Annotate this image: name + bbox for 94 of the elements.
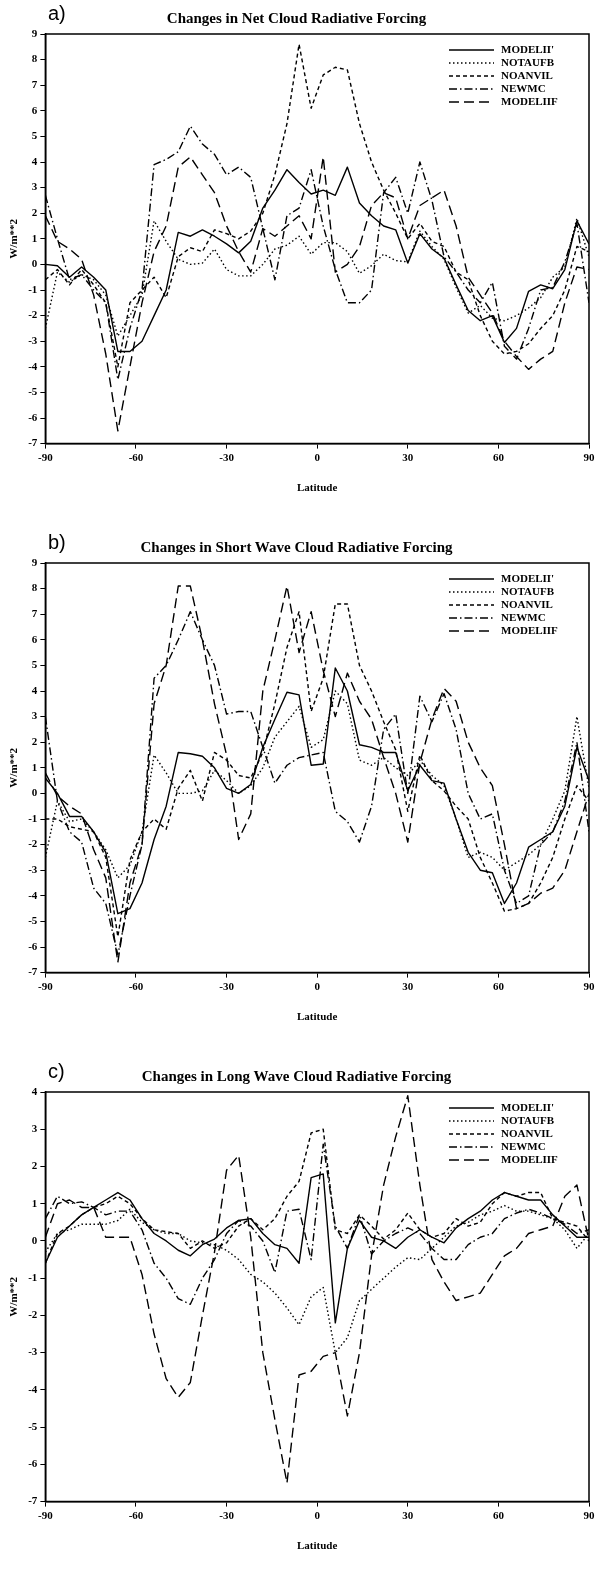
y-tick-label: -6 bbox=[28, 410, 38, 423]
x-tick-label: -60 bbox=[128, 1509, 144, 1522]
y-tick-label: -4 bbox=[28, 1382, 38, 1395]
x-tick-label: -60 bbox=[128, 451, 144, 464]
y-tick-label: -5 bbox=[28, 914, 38, 927]
legend-label: NOTAUFB bbox=[501, 584, 555, 597]
y-tick-label: -5 bbox=[28, 385, 38, 398]
legend-label: NOTAUFB bbox=[501, 55, 555, 68]
y-tick-label: -3 bbox=[28, 1345, 38, 1358]
legend-label: MODELII' bbox=[501, 571, 555, 584]
y-tick-label: 8 bbox=[31, 52, 38, 65]
legend-label: NEWMC bbox=[501, 610, 546, 623]
x-tick-label: 60 bbox=[492, 1509, 505, 1522]
x-tick-label: 60 bbox=[492, 451, 505, 464]
y-tick-label: 8 bbox=[31, 581, 38, 594]
y-tick-label: 5 bbox=[31, 129, 38, 142]
y-tick-label: 1 bbox=[31, 231, 38, 244]
legend-label: NOANVIL bbox=[501, 1126, 553, 1139]
y-tick-label: -5 bbox=[28, 1419, 38, 1432]
legend-label: MODELIIF bbox=[501, 94, 559, 107]
x-tick-label: -90 bbox=[38, 980, 54, 993]
x-tick-label: -60 bbox=[128, 980, 144, 993]
y-tick-label: -6 bbox=[28, 939, 38, 952]
y-tick-label: 0 bbox=[31, 786, 38, 799]
y-tick-label: -7 bbox=[28, 1494, 38, 1507]
y-tick-label: 1 bbox=[31, 1196, 38, 1209]
y-tick-label: 1 bbox=[31, 760, 38, 773]
legend-label: NOANVIL bbox=[501, 68, 553, 81]
y-tick-label: 7 bbox=[31, 607, 38, 620]
y-tick-label: -4 bbox=[28, 359, 38, 372]
y-tick-label: 9 bbox=[31, 555, 38, 568]
legend-label: MODELII' bbox=[501, 42, 555, 55]
y-tick-label: 0 bbox=[31, 1233, 38, 1246]
y-tick-label: 2 bbox=[31, 206, 38, 219]
legend-label: NEWMC bbox=[501, 1139, 546, 1152]
x-tick-label: -90 bbox=[38, 451, 54, 464]
x-tick-label: 90 bbox=[583, 451, 595, 464]
legend-label: NOANVIL bbox=[501, 597, 553, 610]
x-tick-label: 60 bbox=[492, 980, 505, 993]
x-axis-title: Latitude bbox=[297, 1539, 338, 1552]
x-tick-label: 30 bbox=[402, 451, 414, 464]
y-tick-label: -7 bbox=[28, 436, 38, 449]
x-axis-title: Latitude bbox=[297, 481, 338, 494]
legend-label: MODELIIF bbox=[501, 1152, 559, 1165]
y-axis-title: W/m**2 bbox=[7, 747, 20, 788]
y-tick-label: 3 bbox=[31, 1122, 38, 1135]
chart-title: Changes in Long Wave Cloud Radiative Forcing bbox=[141, 1067, 452, 1084]
legend-label: NOTAUFB bbox=[501, 1113, 555, 1126]
y-tick-label: 5 bbox=[31, 658, 38, 671]
x-tick-label: 0 bbox=[314, 980, 321, 993]
y-tick-label: 6 bbox=[31, 103, 38, 116]
chart-title: Changes in Short Wave Cloud Radiative Forcing bbox=[140, 538, 453, 555]
x-tick-label: 0 bbox=[314, 1509, 321, 1522]
y-tick-label: 2 bbox=[31, 1159, 38, 1172]
text: b) bbox=[48, 530, 66, 553]
legend-label: MODELIIF bbox=[501, 623, 559, 636]
y-tick-label: -2 bbox=[28, 837, 38, 850]
y-tick-label: 3 bbox=[31, 709, 38, 722]
x-tick-label: -30 bbox=[219, 980, 235, 993]
y-axis-title: W/m**2 bbox=[7, 218, 20, 259]
x-tick-label: 90 bbox=[583, 1509, 595, 1522]
y-tick-label: -3 bbox=[28, 334, 38, 347]
x-tick-label: 0 bbox=[314, 451, 321, 464]
y-tick-label: -7 bbox=[28, 965, 38, 978]
y-tick-label: 9 bbox=[31, 26, 38, 39]
y-tick-label: -2 bbox=[28, 308, 38, 321]
x-tick-label: 30 bbox=[402, 1509, 414, 1522]
y-tick-label: -4 bbox=[28, 888, 38, 901]
legend-label: MODELII' bbox=[501, 1100, 555, 1113]
chart-title: Changes in Net Cloud Radiative Forcing bbox=[166, 9, 427, 26]
y-tick-label: 6 bbox=[31, 632, 38, 645]
y-tick-label: -3 bbox=[28, 863, 38, 876]
y-tick-label: -1 bbox=[28, 282, 38, 295]
legend-label: NEWMC bbox=[501, 81, 546, 94]
y-tick-label: -6 bbox=[28, 1457, 38, 1470]
y-tick-label: -1 bbox=[28, 811, 38, 824]
y-tick-label: 4 bbox=[31, 154, 38, 167]
x-tick-label: -30 bbox=[219, 451, 235, 464]
x-tick-label: -90 bbox=[38, 1509, 54, 1522]
y-tick-label: 4 bbox=[31, 1084, 38, 1097]
y-tick-label: 4 bbox=[31, 683, 38, 696]
y-tick-label: 0 bbox=[31, 257, 38, 270]
x-axis-title: Latitude bbox=[297, 1010, 338, 1023]
y-tick-label: 2 bbox=[31, 735, 38, 748]
y-tick-label: 7 bbox=[31, 78, 38, 91]
y-tick-label: -2 bbox=[28, 1308, 38, 1321]
y-axis-title: W/m**2 bbox=[7, 1276, 20, 1317]
text: a) bbox=[48, 1, 66, 24]
y-tick-label: 3 bbox=[31, 180, 38, 193]
x-tick-label: -30 bbox=[219, 1509, 235, 1522]
x-tick-label: 90 bbox=[583, 980, 595, 993]
text: c) bbox=[48, 1059, 65, 1082]
x-tick-label: 30 bbox=[402, 980, 414, 993]
y-tick-label: -1 bbox=[28, 1271, 38, 1284]
